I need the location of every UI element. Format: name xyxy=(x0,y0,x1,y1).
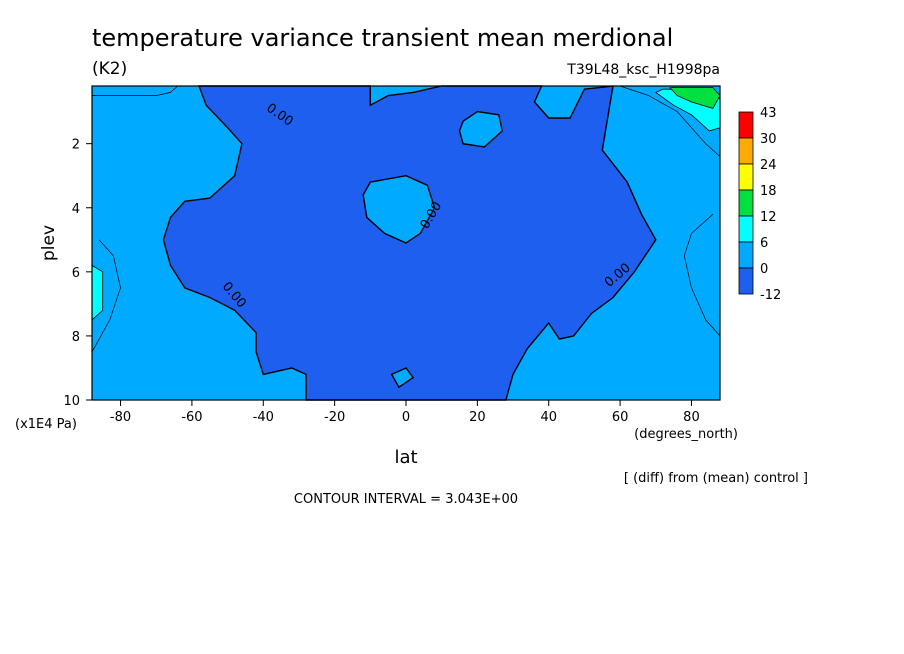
colorbar-label-4: 12 xyxy=(760,210,777,225)
diff-note: [ (diff) from (mean) control ] xyxy=(624,471,808,486)
thin-contour-2 xyxy=(92,85,178,96)
x-tick-label-1: -60 xyxy=(181,410,202,425)
colorbar-swatch-4 xyxy=(738,215,754,243)
colorbar-label-1: 30 xyxy=(760,132,777,147)
colorbar-label-6: 0 xyxy=(760,262,768,277)
x-units-label: (degrees_north) xyxy=(634,427,738,442)
x-tick-label-8: 80 xyxy=(683,410,700,425)
thin-contour-1 xyxy=(683,213,721,337)
x-tick-label-6: 40 xyxy=(540,410,557,425)
x-tick-label-3: -20 xyxy=(324,410,345,425)
colorbar-swatch-2 xyxy=(738,163,754,191)
x-axis-label: lat xyxy=(394,447,417,468)
units-label: (K2) xyxy=(92,59,127,79)
colorbar-swatch-3 xyxy=(738,189,754,217)
x-axis: -80 -60 -40 -20 0 20 40 60 80 xyxy=(110,400,700,425)
x-tick-label-5: 20 xyxy=(469,410,486,425)
colorbar-label-3: 18 xyxy=(760,184,777,199)
y-units-label: (x1E4 Pa) xyxy=(15,417,77,432)
contour-interval-text: CONTOUR INTERVAL = 3.043E+00 xyxy=(294,492,518,507)
colorbar-label-7: -12 xyxy=(760,288,781,303)
colorbar-label-2: 24 xyxy=(760,158,777,173)
colorbar-swatch-5 xyxy=(738,241,754,269)
x-tick-label-0: -80 xyxy=(110,410,131,425)
chart-title: temperature variance transient mean merd… xyxy=(92,24,673,52)
y-axis-label: plev xyxy=(39,225,59,261)
colorbar-legend: 43 30 24 18 12 6 0 -12 xyxy=(738,106,781,303)
colorbar-label-0: 43 xyxy=(760,106,777,121)
positive-island-2 xyxy=(390,367,415,389)
colorbar-swatch-6 xyxy=(738,267,754,295)
y-tick-label-2: 6 xyxy=(72,266,80,281)
x-tick-label-4: 0 xyxy=(402,410,410,425)
thin-contour-0 xyxy=(91,239,121,353)
x-tick-label-2: -40 xyxy=(253,410,274,425)
colorbar-label-5: 6 xyxy=(760,236,768,251)
y-tick-label-0: 2 xyxy=(72,138,80,153)
plot-area: 0.000.000.000.00 xyxy=(91,85,721,401)
positive-island-1 xyxy=(458,110,504,148)
y-tick-label-1: 4 xyxy=(72,202,80,217)
contour-regions: 0.000.000.000.00 xyxy=(91,85,721,401)
strong-patch xyxy=(669,87,721,109)
x-tick-label-7: 60 xyxy=(612,410,629,425)
y-tick-label-3: 8 xyxy=(72,330,80,345)
negative-region xyxy=(162,85,657,401)
y-axis: 2 4 6 8 10 xyxy=(63,138,92,409)
colorbar-swatch-0 xyxy=(738,111,754,139)
positive-island-0 xyxy=(362,174,436,244)
y-tick-label-4: 10 xyxy=(63,394,80,409)
thin-contour-3 xyxy=(619,85,721,157)
colorbar-swatch-1 xyxy=(738,137,754,165)
cyan-patch-1 xyxy=(91,264,104,321)
run-label: T39L48_ksc_H1998pa xyxy=(566,62,720,78)
